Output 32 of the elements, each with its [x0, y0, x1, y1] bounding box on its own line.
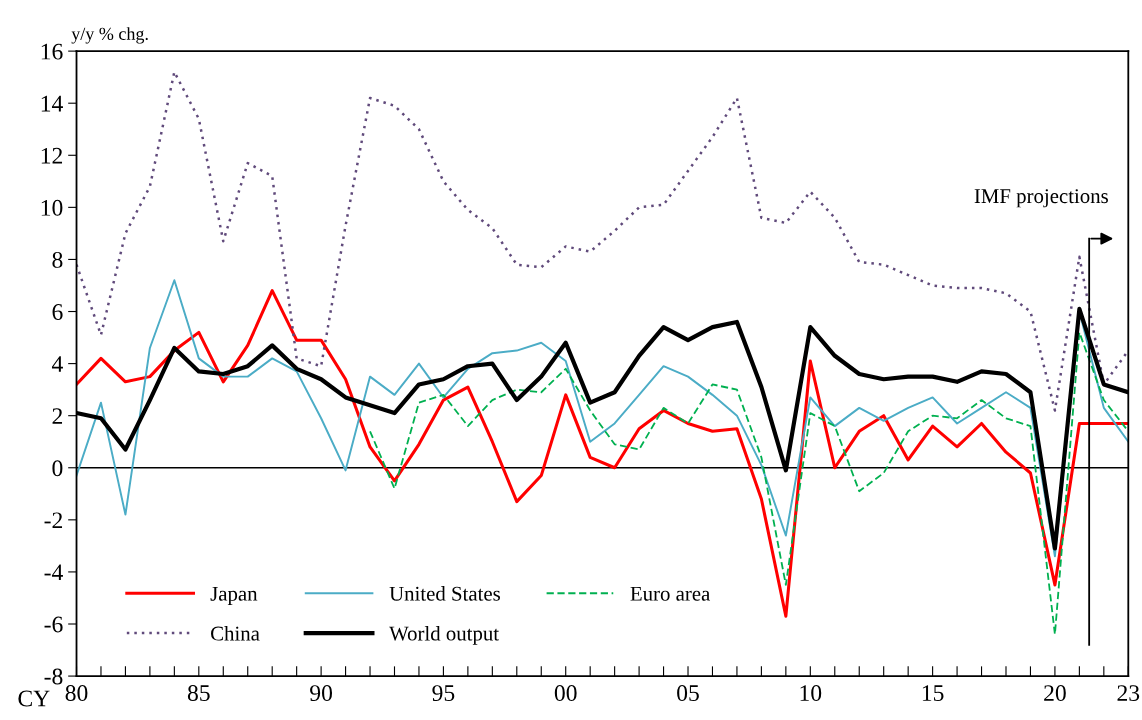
legend-label: Euro area — [630, 586, 711, 601]
y-tick-label: 6 — [52, 304, 63, 320]
y-tick-label: -8 — [44, 668, 63, 685]
legend-label: United States — [389, 586, 500, 601]
x-tick-label: 23 — [1117, 685, 1140, 702]
x-tick-label: 00 — [554, 685, 577, 702]
line-series — [76, 70, 1129, 412]
x-tick-label: 85 — [187, 685, 210, 702]
y-tick-label: 8 — [52, 251, 63, 268]
x-axis-title: CY — [18, 690, 50, 707]
legend-label: China — [211, 625, 260, 641]
y-tick-label: 2 — [52, 408, 63, 424]
y-tick-label: 10 — [41, 199, 63, 216]
y-tick-label: 4 — [51, 356, 63, 372]
y-tick-label: -6 — [44, 616, 63, 633]
x-tick-label: 05 — [677, 685, 699, 702]
y-tick-label: -2 — [44, 512, 63, 529]
x-tick-label: 90 — [310, 685, 333, 702]
x-tick-label: 15 — [922, 685, 944, 702]
y-tick-label: 12 — [41, 147, 63, 164]
legend-label: World output — [389, 625, 499, 645]
x-tick-label: 10 — [800, 685, 822, 702]
y-tick-label: -4 — [44, 564, 63, 581]
y-tick-label: 16 — [41, 43, 63, 60]
y-tick-label: 0 — [52, 460, 63, 477]
y-axis-title: y/y % chg. — [71, 27, 148, 44]
y-tick-label: 14 — [41, 95, 63, 112]
legend-label: Japan — [210, 586, 258, 605]
ref-line-label: IMF projections — [974, 189, 1108, 208]
x-tick-label: 80 — [65, 685, 88, 702]
x-tick-label: 20 — [1044, 685, 1066, 702]
x-tick-label: 95 — [432, 685, 455, 702]
